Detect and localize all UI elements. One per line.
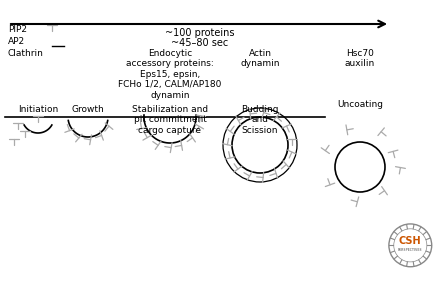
Text: Endocytic
accessory proteins:
Eps15, epsin,
FCHo 1/2, CALM/AP180
dynamin: Endocytic accessory proteins: Eps15, eps… [118, 49, 222, 100]
Text: ~45–80 sec: ~45–80 sec [171, 38, 229, 48]
Text: AP2: AP2 [8, 37, 25, 46]
Text: Uncoating: Uncoating [337, 100, 383, 109]
Text: Growth: Growth [72, 105, 104, 114]
Text: Hsc70
auxilin: Hsc70 auxilin [345, 49, 375, 69]
Text: Budding
and
Scission: Budding and Scission [241, 105, 279, 135]
Text: Actin
dynamin: Actin dynamin [240, 49, 280, 69]
Text: CSH: CSH [399, 236, 422, 246]
Text: ~100 proteins: ~100 proteins [165, 28, 235, 38]
Text: Initiation: Initiation [18, 105, 58, 114]
Text: PERSPECTIVES: PERSPECTIVES [398, 248, 422, 252]
Text: Clathrin: Clathrin [8, 49, 44, 58]
Text: Stabilization and
pit commitment
cargo capture: Stabilization and pit commitment cargo c… [132, 105, 208, 135]
Text: PIP2: PIP2 [8, 25, 27, 34]
